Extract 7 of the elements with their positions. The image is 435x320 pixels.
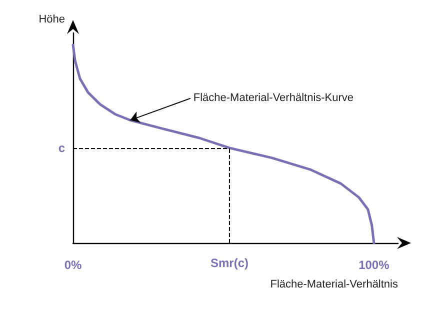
ref-line-label: Smr(c) bbox=[210, 256, 248, 270]
x-tick-label: 0% bbox=[64, 258, 82, 272]
x-tick-label: 100% bbox=[358, 258, 390, 272]
ref-line-label: c bbox=[58, 140, 66, 155]
y-axis-title: Höhe bbox=[38, 14, 65, 26]
x-axis-title: Fläche-Material-Verhältnis bbox=[270, 278, 398, 290]
annotation: Fläche-Material-Verhältnis-Kurve bbox=[193, 91, 354, 106]
